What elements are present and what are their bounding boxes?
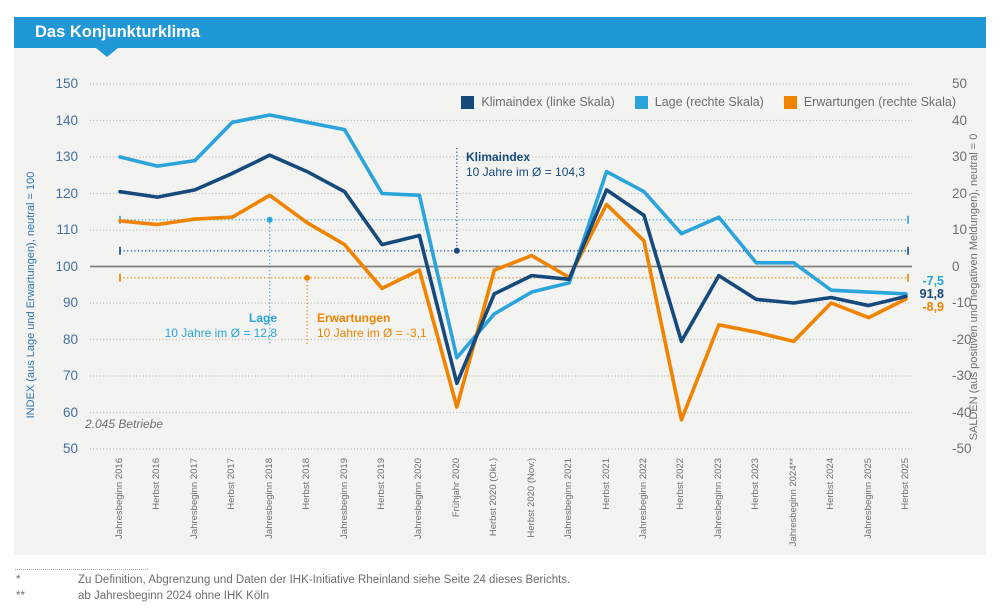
y-tick-right: -50 — [952, 441, 972, 456]
x-tick-label: Herbst 2021 — [600, 458, 612, 510]
x-tick-label: Jahresbeginn 2017 — [188, 458, 200, 539]
y-tick-left: 80 — [62, 331, 78, 347]
x-tick-label: Frühjahr 2020 — [450, 458, 462, 518]
legend-item-klimaindex: Klimaindex (linke Skala) — [461, 95, 615, 109]
page-title: Das Konjunkturklima — [35, 23, 201, 41]
legend-swatch-klimaindex — [461, 95, 475, 109]
legend-item-erwartungen: Erwartungen (rechte Skala) — [783, 95, 956, 109]
y-tick-left: 130 — [55, 149, 78, 164]
axis-title-left: INDEX (aus Lage und Erwartungen), neutra… — [25, 171, 37, 419]
sample-size-note: 2.045 Betriebe — [85, 417, 164, 431]
y-tick-left: 70 — [62, 368, 78, 383]
y-tick-right: 0 — [952, 258, 960, 274]
legend-item-lage: Lage (rechte Skala) — [634, 95, 764, 109]
x-tick-label: Herbst 2025 — [900, 458, 911, 510]
y-tick-right: -20 — [952, 331, 972, 347]
x-tick-label: Jahresbeginn 2019 — [338, 458, 350, 539]
x-tick-label: Herbst 2018 — [301, 458, 313, 510]
annotation-lage: Lage 10 Jahre im Ø = 12,8 — [157, 311, 277, 341]
y-tick-left: 140 — [55, 112, 78, 128]
y-tick-right: 30 — [952, 149, 968, 164]
annotation-dot-erwartungen — [304, 274, 311, 281]
x-tick-label: Herbst 2019 — [376, 458, 387, 510]
annotation-lage-value: 10 Jahre im Ø = 12,8 — [164, 326, 277, 340]
footnote-marker: ** — [16, 590, 25, 602]
series-line-klimaindex — [118, 153, 908, 386]
x-tick-label: Jahresbeginn 2018 — [263, 458, 275, 539]
annotation-lage-title: Lage — [248, 311, 277, 325]
y-tick-left: 90 — [62, 295, 78, 310]
y-tick-right: 20 — [952, 185, 968, 201]
y-tick-right: -10 — [952, 295, 972, 310]
legend-label: Erwartungen (rechte Skala) — [803, 95, 956, 109]
y-tick-right: -40 — [952, 404, 972, 420]
x-tick-label: Jahresbeginn 2024** — [787, 458, 799, 547]
annotation-erwartungen-value: 10 Jahre im Ø = -3,1 — [317, 326, 427, 340]
end-label-klimaindex: 91,8 — [919, 287, 944, 301]
x-tick-label: Jahresbeginn 2022 — [638, 458, 649, 539]
footnote-marker: * — [16, 574, 21, 586]
footnote-text: Zu Definition, Abgrenzung und Daten der … — [78, 574, 571, 586]
y-tick-left: 60 — [62, 404, 78, 420]
y-tick-left: 150 — [55, 76, 78, 91]
x-tick-label: Herbst 2022 — [675, 458, 687, 510]
y-tick-right: 50 — [952, 76, 968, 91]
x-tick-label: Herbst 2020 (Nov.) — [525, 458, 537, 538]
end-label-lage: -7,5 — [922, 274, 944, 288]
footnote-text: ab Jahresbeginn 2024 ohne IHK Köln — [78, 590, 270, 602]
annotation-erwartungen: Erwartungen 10 Jahre im Ø = -3,1 — [317, 311, 427, 341]
annotation-klimaindex-title: Klimaindex — [466, 150, 531, 164]
x-tick-label: Herbst 2024 — [825, 458, 837, 510]
x-tick-label: Herbst 2020 (Okt.) — [488, 458, 500, 537]
x-tick-label: Jahresbeginn 2023 — [712, 458, 724, 539]
x-tick-label: Herbst 2016 — [151, 458, 163, 510]
series-line-lage — [118, 113, 908, 360]
y-tick-left: 50 — [62, 441, 78, 456]
header-pointer-icon — [96, 48, 118, 57]
series-line-erwartungen — [118, 193, 908, 422]
legend: Klimaindex (linke Skala) Lage (rechte Ska… — [461, 95, 956, 109]
annotation-erwartungen-title: Erwartungen — [317, 311, 391, 325]
chart-panel — [14, 47, 986, 555]
header-bar: Das Konjunkturklima — [14, 17, 986, 48]
legend-label: Lage (rechte Skala) — [654, 95, 764, 109]
annotation-dot-klimaindex — [453, 247, 460, 254]
axis-title-right: SALDEN (aus positiven und negativen Meld… — [968, 133, 980, 441]
legend-swatch-lage — [634, 95, 648, 109]
end-label-erwartungen: -8,9 — [922, 300, 944, 314]
x-tick-label: Jahresbeginn 2021 — [563, 458, 575, 539]
x-tick-label: Jahresbeginn 2020 — [413, 458, 425, 539]
x-tick-label: Herbst 2023 — [750, 458, 762, 510]
legend-swatch-erwartungen — [783, 95, 797, 109]
y-tick-left: 120 — [55, 185, 78, 201]
y-tick-right: -30 — [952, 368, 972, 383]
legend-label: Klimaindex (linke Skala) — [481, 95, 615, 109]
y-tick-right: 40 — [952, 112, 968, 128]
annotation-klimaindex: Klimaindex 10 Jahre im Ø = 104,3 — [466, 150, 585, 180]
x-tick-label: Jahresbeginn 2025 — [862, 458, 874, 539]
y-tick-left: 110 — [56, 222, 78, 237]
y-tick-right: 10 — [952, 222, 968, 237]
footnote-rule — [15, 569, 148, 570]
x-tick-label: Herbst 2017 — [226, 458, 238, 510]
annotation-klimaindex-value: 10 Jahre im Ø = 104,3 — [466, 165, 586, 179]
annotation-dot-lage — [266, 216, 273, 223]
x-tick-label: Jahresbeginn 2016 — [114, 458, 125, 539]
y-tick-left: 100 — [55, 258, 78, 274]
